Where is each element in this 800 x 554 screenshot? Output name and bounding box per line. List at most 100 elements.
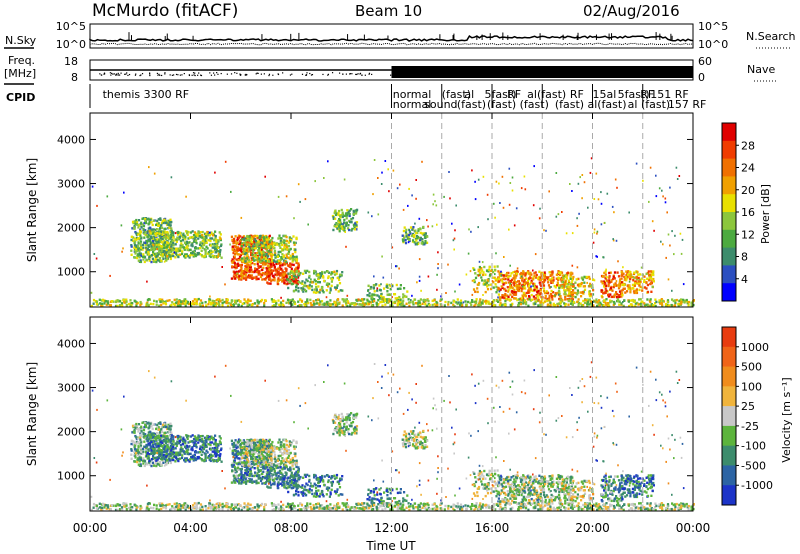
echo-cell [219, 238, 222, 242]
echo-cell [459, 303, 462, 307]
echo-cell [338, 225, 341, 228]
echo-cell [330, 273, 333, 276]
echo-cell [537, 304, 540, 307]
echo-cell [487, 268, 491, 271]
echo-cell [452, 303, 455, 306]
echo-cell [150, 230, 153, 234]
echo-cell [601, 282, 604, 285]
scatter-cell [380, 283, 382, 286]
nave-dot [301, 73, 304, 75]
scatter-cell [143, 232, 145, 235]
echo-cell [139, 458, 142, 462]
echo-cell [139, 234, 142, 237]
echo-cell [267, 250, 270, 253]
echo-cell [278, 244, 281, 247]
echo-cell [238, 278, 241, 281]
echo-cell [612, 275, 615, 278]
scatter-cell [310, 278, 312, 281]
echo-cell [557, 278, 560, 281]
echo-cell [293, 289, 296, 293]
scatter-cell [395, 265, 397, 268]
echo-cell [309, 298, 312, 302]
echo-cell [381, 300, 384, 304]
echo-cell [654, 304, 657, 308]
echo-cell [300, 299, 304, 303]
echo-cell [262, 254, 265, 257]
nave-dot [115, 73, 118, 75]
echo-cell [186, 233, 189, 237]
echo-cell [483, 300, 486, 303]
echo-cell [99, 302, 102, 305]
echo-cell [577, 298, 580, 301]
echo-cell [542, 280, 546, 283]
echo-cell [158, 438, 161, 442]
echo-cell [202, 240, 205, 243]
echo-cell [159, 422, 162, 425]
scatter-cell [593, 279, 596, 282]
echo-cell [305, 278, 308, 281]
scatter-cell [503, 256, 505, 258]
echo-cell [237, 234, 241, 237]
echo-cell [183, 234, 186, 237]
echo-cell [259, 239, 262, 242]
echo-cell [146, 259, 149, 262]
echo-cell [288, 264, 291, 268]
echo-cell [563, 284, 566, 287]
echo-cell [477, 270, 480, 273]
echo-cell [404, 231, 408, 234]
echo-cell [277, 271, 280, 274]
echo-cell [135, 238, 138, 241]
echo-cell [212, 301, 215, 304]
echo-cell [166, 244, 169, 247]
echo-cell [218, 304, 221, 307]
scatter-cell [561, 299, 564, 302]
echo-cell [396, 287, 399, 291]
nave-dot [120, 72, 122, 74]
echo-cell [655, 300, 658, 304]
nave-dot [141, 73, 144, 75]
echo-cell [234, 277, 237, 280]
echo-cell [604, 290, 607, 293]
nave-tick-top: 60 [698, 55, 712, 68]
scatter-cell [418, 217, 421, 220]
echo-cell [418, 302, 421, 306]
echo-cell [265, 276, 268, 280]
echo-cell [345, 224, 348, 227]
scatter-cell [500, 274, 503, 277]
echo-cell [256, 257, 259, 260]
echo-cell [405, 233, 408, 236]
echo-cell [212, 304, 215, 307]
echo-cell [593, 300, 596, 303]
echo-cell [137, 446, 140, 449]
echo-cell [504, 289, 507, 292]
echo-cell [245, 278, 248, 281]
echo-cell [600, 280, 603, 283]
scatter-cell [520, 187, 523, 190]
echo-cell [627, 270, 630, 273]
echo-cell [571, 285, 574, 288]
echo-cell [307, 286, 311, 289]
echo-cell [259, 234, 262, 238]
echo-cell [336, 284, 339, 287]
scatter-cell [420, 289, 422, 292]
echo-cell [236, 253, 239, 256]
echo-cell [542, 301, 545, 305]
echo-cell [550, 294, 553, 298]
echo-cell [250, 253, 253, 257]
echo-cell [152, 464, 156, 467]
echo-cell [360, 298, 364, 301]
echo-cell [509, 293, 512, 296]
echo-cell [232, 260, 235, 263]
echo-cell [161, 437, 164, 441]
echo-cell [244, 300, 247, 303]
echo-cell [258, 244, 261, 247]
echo-cell [191, 244, 194, 248]
echo-cell [177, 255, 180, 259]
echo-cell [145, 304, 148, 307]
echo-cell [169, 240, 172, 244]
echo-cell [174, 249, 177, 252]
echo-cell [283, 281, 286, 285]
echo-cell [160, 239, 163, 243]
scatter-cell [421, 160, 423, 163]
echo-cell [92, 298, 96, 302]
